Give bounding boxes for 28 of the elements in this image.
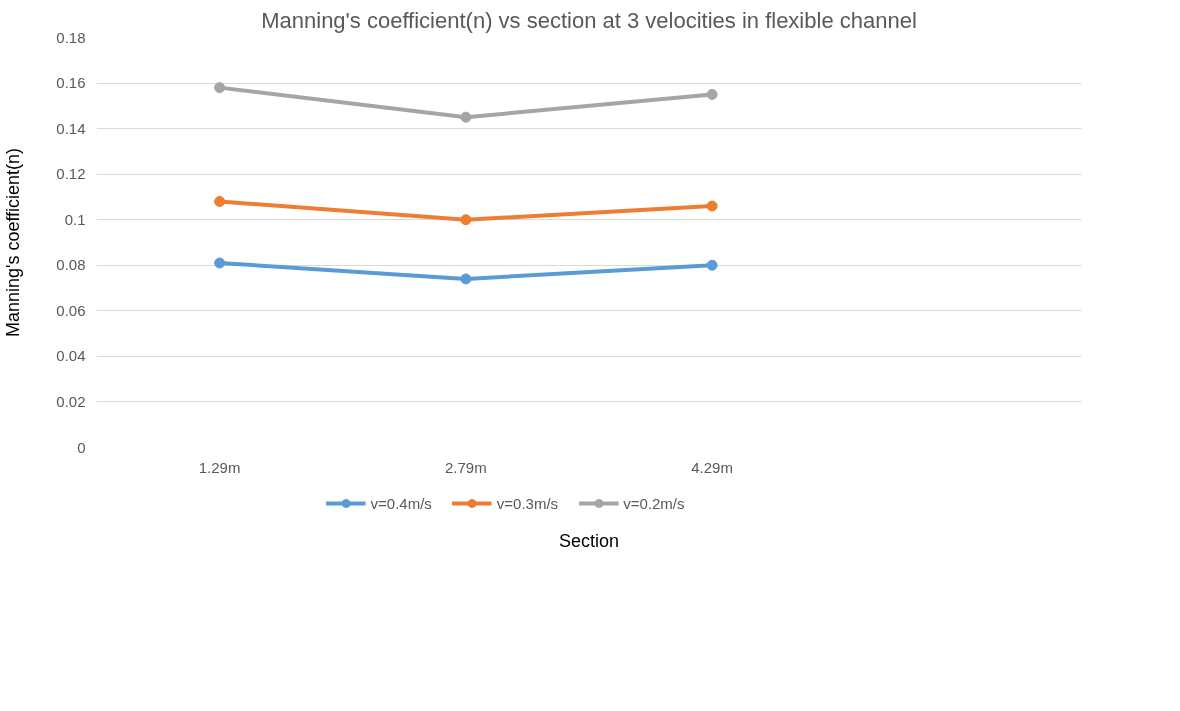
point xyxy=(706,259,718,271)
y-tick-label: 0.18 xyxy=(56,28,86,46)
legend-label: v=0.4m/s xyxy=(370,494,432,512)
x-tick-label: 1.29m xyxy=(198,458,241,476)
y-tick-label: 0 xyxy=(77,438,86,456)
y-axis-title: Manning's coefficient(n) xyxy=(3,147,24,338)
point xyxy=(706,200,718,212)
point xyxy=(460,273,472,285)
y-tick-label: 0.1 xyxy=(64,210,86,228)
point xyxy=(460,111,472,123)
point xyxy=(214,196,226,207)
y-tick-label: 0.08 xyxy=(56,256,86,274)
x-tick-label: 4.29m xyxy=(691,458,733,476)
y-tick-label: 0.06 xyxy=(56,301,86,319)
chart-title: Manning's coefficient(n) vs section at 3 velocities in flexible channel xyxy=(261,7,917,33)
point xyxy=(214,257,226,269)
y-tick-label: 0.16 xyxy=(56,74,86,92)
legend-label: v=0.2m/s xyxy=(623,494,685,512)
x-axis-title: Section xyxy=(558,530,620,551)
y-tick-label: 0.04 xyxy=(56,347,86,365)
y-tick-label: 0.02 xyxy=(56,392,86,410)
y-tick-label: 0.14 xyxy=(56,119,86,137)
x-tick-label: 2.79m xyxy=(445,458,487,476)
point xyxy=(706,88,718,100)
point xyxy=(214,82,226,94)
y-tick-label: 0.12 xyxy=(56,165,86,183)
legend-label: v=0.3m/s xyxy=(496,494,559,512)
point xyxy=(460,214,472,226)
